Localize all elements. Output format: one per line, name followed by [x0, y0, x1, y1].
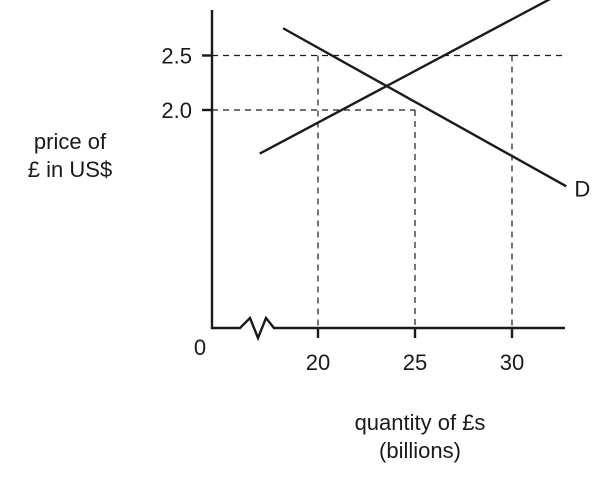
y-tick-label-1: 2.5 [161, 44, 192, 69]
axes-with-break [210, 10, 565, 342]
guide-lines [212, 54, 565, 328]
curve-d [282, 27, 567, 188]
x-tick-label-2: 30 [500, 350, 524, 375]
curve-s [259, 0, 551, 155]
axes [210, 10, 565, 342]
curves: SD [259, 0, 590, 201]
origin-label: 0 [194, 335, 206, 360]
x-tick-label-1: 25 [403, 350, 427, 375]
x-tick-label-0: 20 [306, 350, 330, 375]
x-axis-label-line-2: (billions) [379, 438, 461, 463]
x-axis-label-line-1: quantity of £s [355, 410, 486, 435]
y-axis-label-line-1: price of [34, 129, 107, 154]
tick-marks: 2.0 2.5 20 25 30 [161, 44, 524, 376]
y-tick-label-0: 2.0 [161, 98, 192, 123]
curve-label-d: D [574, 176, 590, 201]
curve-label-s: S [565, 0, 580, 1]
labels: price of £ in US$ quantity of £s (billio… [28, 129, 486, 463]
y-axis-label-line-2: £ in US$ [28, 157, 112, 182]
